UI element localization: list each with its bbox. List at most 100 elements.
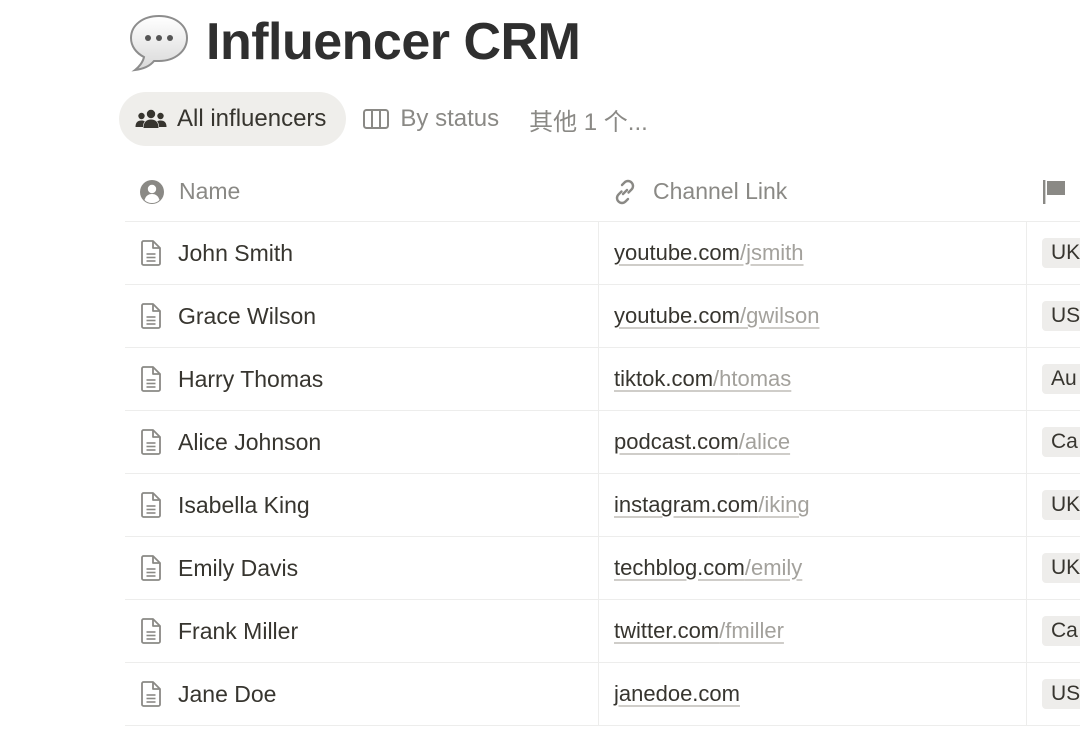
link-domain: techblog.com (614, 555, 745, 580)
channel-link[interactable]: podcast.com/alice (614, 429, 790, 455)
link-domain: instagram.com (614, 492, 759, 517)
table-row[interactable]: Isabella King instagram.com/iking UK (125, 474, 1080, 537)
page-icon (139, 428, 163, 456)
tab-by-status[interactable]: By status (346, 92, 519, 146)
column-header-name[interactable]: Name (139, 178, 240, 205)
page-title[interactable]: Influencer CRM (206, 13, 581, 71)
country-tag: Ca (1042, 427, 1080, 457)
flag-icon (1041, 178, 1067, 206)
row-name-cell[interactable]: Isabella King (139, 474, 310, 536)
channel-link[interactable]: techblog.com/emily (614, 555, 802, 581)
link-path: /alice (738, 429, 791, 454)
row-channel-link-cell: twitter.com/fmiller (598, 600, 1042, 662)
link-domain: janedoe.com (614, 681, 740, 706)
row-name-cell[interactable]: Grace Wilson (139, 285, 316, 347)
country-tag: US (1042, 679, 1080, 709)
page-header: Influencer CRM (128, 8, 581, 76)
link-domain: youtube.com (614, 303, 740, 328)
column-header-country[interactable] (1041, 178, 1080, 206)
country-tag: UK (1042, 490, 1080, 520)
person-circle-icon (139, 179, 165, 205)
page-icon (139, 554, 163, 582)
row-name: John Smith (178, 239, 294, 266)
channel-link[interactable]: instagram.com/iking (614, 492, 810, 518)
row-country-cell[interactable]: UK (1026, 474, 1080, 536)
row-channel-link-cell: youtube.com/jsmith (598, 222, 1042, 284)
table-row[interactable]: Alice Johnson podcast.com/alice Ca (125, 411, 1080, 474)
row-name: Emily Davis (178, 554, 299, 581)
table-body: John Smith youtube.com/jsmith UK Grace Wils… (125, 222, 1080, 736)
more-views-button[interactable]: 其他 1 个... (529, 108, 648, 136)
tab-all-influencers[interactable]: All influencers (119, 92, 347, 146)
table-row[interactable]: John Smith youtube.com/jsmith UK (125, 222, 1080, 285)
channel-link[interactable]: twitter.com/fmiller (614, 618, 784, 644)
row-name-cell[interactable]: Jane Doe (139, 663, 276, 725)
page-icon (139, 680, 163, 708)
view-tabs: All influencers By status 其他 1 个... (119, 91, 668, 147)
link-icon (611, 178, 639, 206)
page-icon (139, 491, 163, 519)
page-icon (139, 365, 163, 393)
country-tag: Au (1042, 364, 1080, 394)
link-domain: twitter.com (614, 618, 720, 643)
column-header-label: Name (179, 178, 241, 204)
row-name: Isabella King (178, 491, 310, 518)
table-row[interactable]: Jane Doe janedoe.com US (125, 663, 1080, 726)
row-name-cell[interactable]: Alice Johnson (139, 411, 321, 473)
column-header-label: Channel Link (653, 178, 788, 204)
row-country-cell[interactable]: US (1026, 663, 1080, 725)
row-country-cell[interactable]: US (1026, 285, 1080, 347)
row-name: Harry Thomas (178, 365, 324, 392)
row-name: Jane Doe (178, 680, 277, 707)
page-icon (139, 239, 163, 267)
row-name: Grace Wilson (178, 302, 317, 329)
row-name: Frank Miller (178, 617, 299, 644)
link-path: /gwilson (739, 303, 820, 328)
row-country-cell[interactable]: Au (1026, 348, 1080, 410)
row-channel-link-cell: techblog.com/emily (598, 537, 1042, 599)
link-path: /fmiller (719, 618, 784, 643)
speech-bubble-icon[interactable] (128, 11, 190, 73)
column-header-channel-link[interactable]: Channel Link (611, 178, 787, 206)
table-row[interactable]: Harry Thomas tiktok.com/htomas Au (125, 348, 1080, 411)
link-path: /jsmith (739, 240, 804, 265)
row-country-cell[interactable]: UK (1026, 537, 1080, 599)
row-name-cell[interactable]: Emily Davis (139, 537, 298, 599)
board-columns-icon (362, 108, 390, 130)
channel-link[interactable]: tiktok.com/htomas (614, 366, 791, 392)
table-header: Name Channel Link (125, 162, 1080, 222)
row-channel-link-cell: podcast.com/alice (598, 411, 1042, 473)
link-domain: podcast.com (614, 429, 739, 454)
country-tag: Ca (1042, 616, 1080, 646)
row-name-cell[interactable]: Frank Miller (139, 600, 298, 662)
row-country-cell[interactable]: UK (1026, 222, 1080, 284)
row-country-cell[interactable]: Ca (1026, 600, 1080, 662)
people-icon (135, 108, 167, 130)
table-row[interactable]: Frank Miller twitter.com/fmiller Ca (125, 600, 1080, 663)
table-row[interactable]: Emily Davis techblog.com/emily UK (125, 537, 1080, 600)
row-channel-link-cell: janedoe.com (598, 663, 1042, 725)
link-path: /emily (744, 555, 803, 580)
row-channel-link-cell: youtube.com/gwilson (598, 285, 1042, 347)
country-tag: US (1042, 301, 1080, 331)
country-tag: UK (1042, 238, 1080, 268)
row-name: Alice Johnson (178, 428, 322, 455)
row-channel-link-cell: tiktok.com/htomas (598, 348, 1042, 410)
row-channel-link-cell: instagram.com/iking (598, 474, 1042, 536)
row-name-cell[interactable]: Harry Thomas (139, 348, 323, 410)
row-country-cell[interactable]: Ca (1026, 411, 1080, 473)
link-domain: tiktok.com (614, 366, 714, 391)
page-icon (139, 617, 163, 645)
row-name-cell[interactable]: John Smith (139, 222, 293, 284)
table-row[interactable]: Grace Wilson youtube.com/gwilson US (125, 285, 1080, 348)
page-icon (139, 302, 163, 330)
link-path: /iking (758, 492, 810, 517)
link-domain: youtube.com (614, 240, 740, 265)
channel-link[interactable]: youtube.com/jsmith (614, 240, 804, 266)
channel-link[interactable]: youtube.com/gwilson (614, 303, 819, 329)
tab-label: All influencers (177, 105, 327, 132)
influencer-table: Name Channel Link (125, 162, 1080, 736)
link-path: /htomas (713, 366, 792, 391)
channel-link[interactable]: janedoe.com (614, 681, 740, 707)
